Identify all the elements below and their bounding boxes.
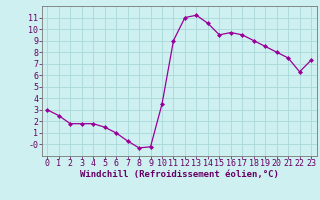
X-axis label: Windchill (Refroidissement éolien,°C): Windchill (Refroidissement éolien,°C) — [80, 170, 279, 179]
